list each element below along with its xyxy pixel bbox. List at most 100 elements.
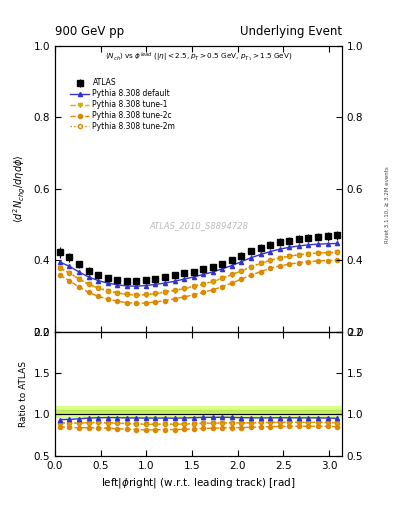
Pythia 8.308 tune-2c [105,296,110,302]
Pythia 8.308 tune-1 [335,249,340,255]
Pythia 8.308 tune-1 [201,281,206,287]
Pythia 8.308 tune-2m [67,270,72,276]
Pythia 8.308 tune-2m [77,275,81,282]
Pythia 8.308 tune-2c [316,258,320,264]
Legend: ATLAS, Pythia 8.308 default, Pythia 8.308 tune-1, Pythia 8.308 tune-2c, Pythia 8: ATLAS, Pythia 8.308 default, Pythia 8.30… [70,78,175,131]
Pythia 8.308 tune-1 [172,287,177,293]
Pythia 8.308 tune-2c [67,278,72,284]
Pythia 8.308 tune-2m [163,289,167,295]
Pythia 8.308 tune-2c [287,261,292,267]
Pythia 8.308 tune-2m [172,287,177,293]
Pythia 8.308 tune-2c [124,300,129,306]
Pythia 8.308 default [57,259,62,265]
Pythia 8.308 tune-2m [201,281,206,287]
X-axis label: left|$\phi$right| (w.r.t. leading track) [rad]: left|$\phi$right| (w.r.t. leading track)… [101,476,296,490]
Pythia 8.308 tune-2m [296,252,301,258]
Pythia 8.308 tune-2c [220,284,225,290]
Pythia 8.308 tune-1 [277,255,282,261]
Pythia 8.308 tune-2m [115,290,119,296]
Pythia 8.308 default [201,271,206,278]
Pythia 8.308 default [124,283,129,289]
Pythia 8.308 tune-1 [249,264,253,270]
Pythia 8.308 default [134,283,139,289]
Pythia 8.308 tune-1 [124,291,129,297]
Pythia 8.308 tune-2c [325,258,330,264]
Y-axis label: Ratio to ATLAS: Ratio to ATLAS [19,360,28,426]
Pythia 8.308 tune-2c [163,297,167,304]
Pythia 8.308 tune-2c [296,260,301,266]
Pythia 8.308 tune-2c [230,280,234,286]
Pythia 8.308 default [268,248,272,254]
Pythia 8.308 tune-2c [258,268,263,274]
Pythia 8.308 tune-2m [57,265,62,271]
Pythia 8.308 tune-2c [57,272,62,278]
Pythia 8.308 default [211,269,215,275]
Pythia 8.308 tune-2c [201,289,206,295]
Pythia 8.308 tune-2m [95,285,100,291]
Pythia 8.308 tune-2c [182,294,187,300]
Pythia 8.308 tune-2m [230,271,234,278]
Line: Pythia 8.308 tune-2c: Pythia 8.308 tune-2c [58,258,339,306]
Pythia 8.308 tune-2c [86,289,91,295]
Pythia 8.308 tune-1 [287,253,292,260]
Pythia 8.308 tune-2c [335,257,340,263]
Pythia 8.308 tune-2m [239,267,244,273]
Pythia 8.308 default [335,240,340,246]
Pythia 8.308 default [153,282,158,288]
Text: $\langle N_{ch}\rangle$ vs $\phi^{lead}$ ($|\eta| < 2.5, p_T > 0.5$ GeV, $p_{T_1: $\langle N_{ch}\rangle$ vs $\phi^{lead}$… [105,50,292,63]
Pythia 8.308 tune-1 [115,290,119,296]
Pythia 8.308 default [258,251,263,258]
Pythia 8.308 tune-1 [230,272,234,278]
Pythia 8.308 tune-2m [86,281,91,287]
Pythia 8.308 tune-1 [220,275,225,282]
Pythia 8.308 tune-2c [134,301,139,307]
Pythia 8.308 tune-2c [77,284,81,290]
Pythia 8.308 tune-1 [143,292,148,298]
Pythia 8.308 tune-2c [239,276,244,282]
Pythia 8.308 default [239,259,244,265]
Line: Pythia 8.308 tune-2m: Pythia 8.308 tune-2m [58,250,339,297]
Pythia 8.308 tune-2m [306,251,311,257]
Pythia 8.308 tune-1 [296,252,301,258]
Pythia 8.308 default [95,278,100,284]
Pythia 8.308 default [316,241,320,247]
Pythia 8.308 tune-2c [153,299,158,305]
Pythia 8.308 default [306,242,311,248]
Pythia 8.308 default [77,269,81,275]
Pythia 8.308 tune-2m [277,254,282,261]
Pythia 8.308 tune-1 [239,268,244,274]
Pythia 8.308 tune-2m [134,292,139,298]
Pythia 8.308 default [220,266,225,272]
Pythia 8.308 tune-1 [67,270,72,276]
Pythia 8.308 tune-2m [268,257,272,263]
Text: Rivet 3.1.10, ≥ 3.2M events: Rivet 3.1.10, ≥ 3.2M events [385,166,389,243]
Pythia 8.308 tune-1 [268,258,272,264]
Pythia 8.308 tune-1 [191,284,196,290]
Pythia 8.308 default [115,282,119,288]
Pythia 8.308 tune-2m [287,253,292,259]
Pythia 8.308 default [143,283,148,289]
Pythia 8.308 tune-2m [211,278,215,284]
Pythia 8.308 tune-2c [249,272,253,278]
Pythia 8.308 default [105,280,110,286]
Pythia 8.308 tune-1 [211,279,215,285]
Pythia 8.308 tune-2m [325,250,330,256]
Text: Underlying Event: Underlying Event [240,26,342,38]
Pythia 8.308 tune-1 [105,288,110,294]
Pythia 8.308 tune-2c [306,259,311,265]
Pythia 8.308 tune-1 [134,292,139,298]
Pythia 8.308 tune-2m [316,250,320,256]
Pythia 8.308 tune-2c [191,292,196,298]
Pythia 8.308 default [277,246,282,252]
Pythia 8.308 tune-1 [258,260,263,266]
Pythia 8.308 default [67,263,72,269]
Pythia 8.308 default [325,241,330,247]
Line: Pythia 8.308 default: Pythia 8.308 default [58,241,339,288]
Pythia 8.308 default [182,276,187,282]
Pythia 8.308 default [163,280,167,286]
Pythia 8.308 tune-2m [220,275,225,281]
Pythia 8.308 default [86,274,91,280]
Pythia 8.308 default [172,278,177,284]
Pythia 8.308 tune-2m [105,287,110,293]
Pythia 8.308 tune-2m [153,290,158,296]
